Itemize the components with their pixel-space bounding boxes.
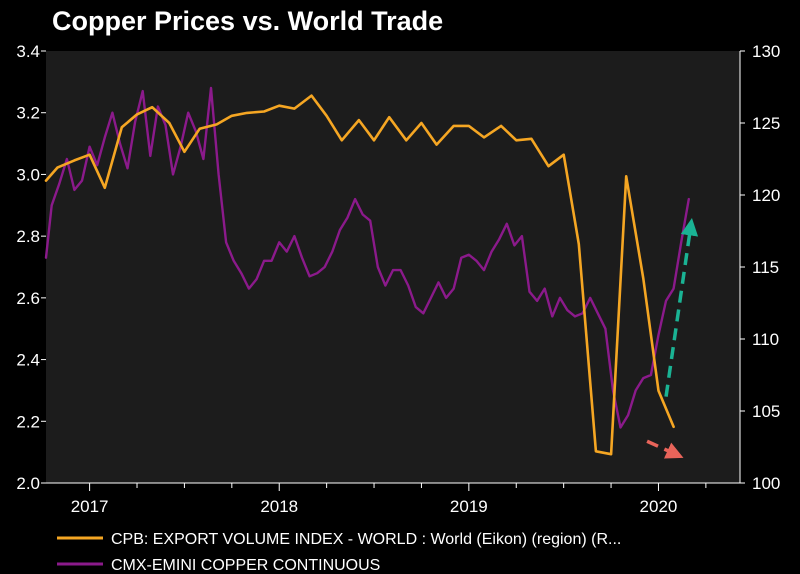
arrow-up-teal [664, 218, 699, 397]
y-right-tick-label: 115 [752, 258, 779, 277]
x-tick-label: 2017 [71, 497, 109, 516]
plot-area [46, 51, 740, 483]
y-left-tick-label: 3.2 [16, 104, 40, 123]
y-left-tick-label: 3.4 [16, 42, 40, 61]
series-line-cpb-export-volume [44, 94, 675, 456]
y-right-tick-label: 105 [752, 402, 780, 421]
arrow-down-red [646, 439, 684, 459]
y-left-tick-label: 2.6 [16, 289, 40, 308]
y-right-tick-label: 110 [752, 330, 779, 349]
chart-title: Copper Prices vs. World Trade [52, 6, 443, 36]
series-layer [44, 86, 690, 456]
y-right-tick-label: 120 [752, 186, 780, 205]
y-right-tick-label: 125 [752, 114, 780, 133]
y-right-tick-label: 130 [752, 42, 780, 61]
legend-label: CMX-EMINI COPPER CONTINUOUS [111, 557, 380, 574]
y-left-tick-label: 2.4 [16, 351, 40, 370]
annotation-layer [646, 218, 699, 459]
y-right-tick-label: 100 [752, 474, 780, 493]
x-tick-label: 2020 [640, 497, 678, 516]
x-tick-label: 2019 [450, 497, 488, 516]
x-tick-label: 2018 [260, 497, 298, 516]
y-left-tick-label: 2.2 [16, 412, 40, 431]
y-left-tick-label: 3.0 [16, 165, 40, 184]
series-line-copper [44, 86, 690, 429]
legend-label: CPB: EXPORT VOLUME INDEX - WORLD : World… [111, 531, 621, 548]
legend: CPB: EXPORT VOLUME INDEX - WORLD : World… [57, 531, 621, 574]
axis-layer: 2.0 2.2 2.4 2.6 2.8 3.0 3.2 3.4 100 105 110 115 120 1… [16, 42, 780, 516]
y-left-tick-label: 2.8 [16, 227, 40, 246]
y-left-tick-label: 2.0 [16, 474, 40, 493]
